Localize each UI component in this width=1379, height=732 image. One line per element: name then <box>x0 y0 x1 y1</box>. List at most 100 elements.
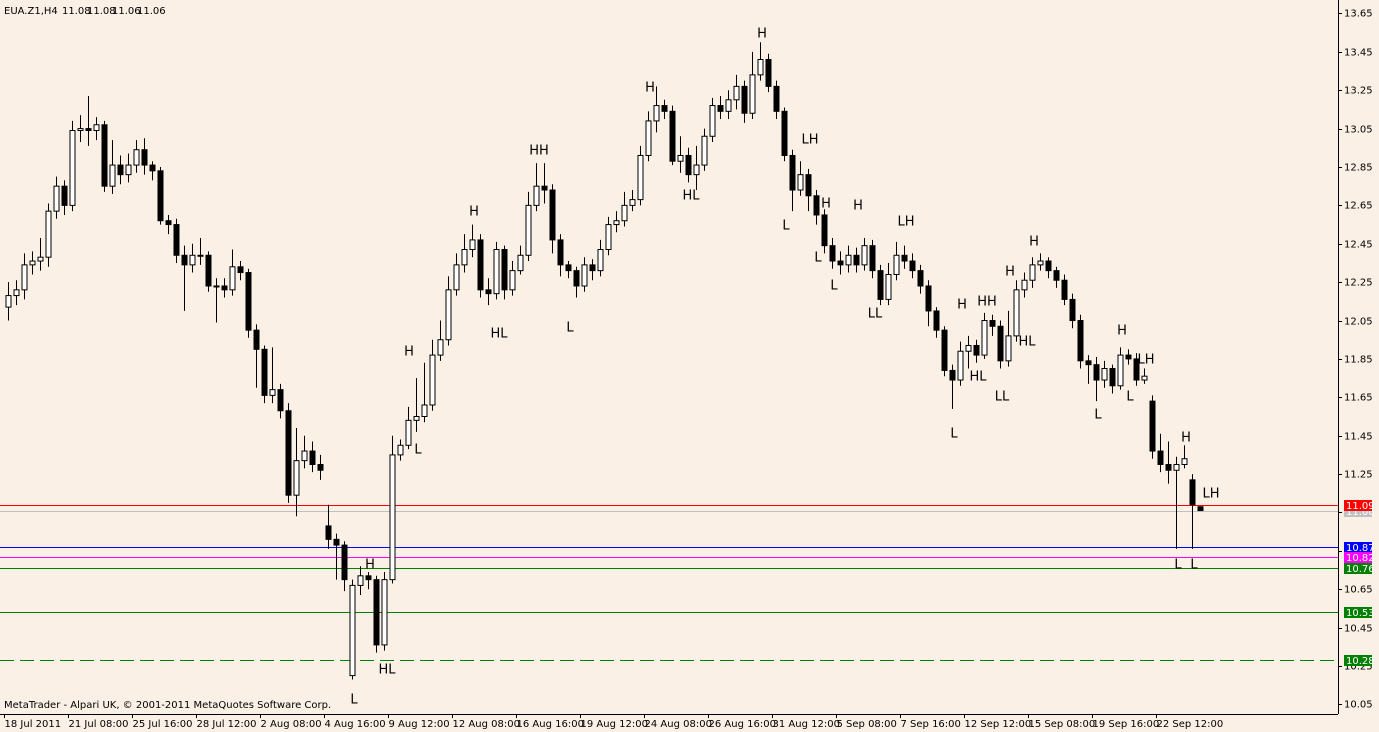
level-label-box <box>1344 542 1372 553</box>
candle-body <box>597 249 604 272</box>
level-label: 10.76 <box>1346 564 1375 575</box>
annotation: H <box>1005 265 1015 280</box>
candle-body <box>541 185 548 191</box>
candle-body <box>1093 364 1100 381</box>
x-tick-label: 12 Aug 08:00 <box>453 719 520 730</box>
x-tick-label: 15 Sep 08:00 <box>1029 719 1096 730</box>
candle-body <box>949 369 956 381</box>
annotation: H <box>1181 431 1191 446</box>
candle-body <box>797 174 804 191</box>
candle-body <box>1133 358 1140 381</box>
candle-body <box>509 270 516 291</box>
annotation: H <box>1029 235 1039 250</box>
x-tick-label: 31 Aug 12:00 <box>773 719 840 730</box>
candle-body <box>997 325 1004 362</box>
level-label: 10.87 <box>1346 543 1375 554</box>
candle-body <box>1189 479 1196 506</box>
candle-body <box>325 525 332 540</box>
level-label-box <box>1344 500 1372 511</box>
candle-body <box>37 256 44 262</box>
candle-body <box>293 460 300 496</box>
x-tick-label: 2 Aug 08:00 <box>261 719 322 730</box>
candle-body <box>717 105 724 112</box>
candle-body <box>1045 260 1052 272</box>
candle-body <box>269 389 276 396</box>
annotation: LH <box>801 133 818 148</box>
y-tick-label: 12.05 <box>1344 317 1373 328</box>
annotation: H <box>853 199 863 214</box>
candle-body <box>309 450 316 465</box>
y-tick-label: 12.25 <box>1344 278 1373 289</box>
candle-body <box>789 154 796 191</box>
candle-body <box>5 295 12 308</box>
candle-body <box>373 579 380 646</box>
level-label-box <box>1344 655 1372 666</box>
candle-body <box>405 419 412 446</box>
candle-body <box>445 289 452 341</box>
annotation: HL <box>378 663 396 678</box>
y-tick-label: 11.65 <box>1344 393 1373 404</box>
candle-body <box>1069 298 1076 322</box>
candle-body <box>901 254 908 262</box>
y-tick-label: 13.25 <box>1344 86 1373 97</box>
candle-body <box>605 224 612 251</box>
x-tick-label: 5 Sep 08:00 <box>837 719 897 730</box>
y-tick-label: 11.45 <box>1344 432 1373 443</box>
x-tick-label: 9 Aug 12:00 <box>389 719 450 730</box>
x-tick-label: 19 Sep 16:00 <box>1093 719 1160 730</box>
candle-body <box>837 260 844 266</box>
level-label-box <box>1344 607 1372 618</box>
candle-body <box>1085 360 1092 366</box>
annotation: L <box>950 427 958 442</box>
annotation: H <box>645 81 655 96</box>
candle-body <box>149 164 156 172</box>
candle-body <box>61 185 68 206</box>
annotation: H <box>404 345 414 360</box>
last-low: 11.06 <box>112 6 141 17</box>
annotation: HL <box>490 327 508 342</box>
candle-body <box>1013 289 1020 337</box>
candle-body <box>1125 354 1132 360</box>
candle-body <box>581 264 588 287</box>
candle-body <box>981 320 988 356</box>
candle-body <box>741 85 748 114</box>
candle-body <box>693 164 700 176</box>
candle-body <box>941 329 948 371</box>
candle-body <box>845 254 852 266</box>
annotation: H <box>821 197 831 212</box>
symbol: EUA.Z1,H4 <box>4 6 58 17</box>
x-tick-label: 12 Sep 12:00 <box>965 719 1032 730</box>
candle-body <box>885 273 892 300</box>
candle-body <box>685 154 692 176</box>
candle-body <box>93 124 100 132</box>
candle-body <box>773 85 780 112</box>
footer: MetaTrader - Alpari UK, © 2001-2011 Meta… <box>4 700 331 711</box>
candle-body <box>365 575 372 581</box>
candle-body <box>1117 354 1124 387</box>
annotation: HH <box>529 144 549 159</box>
candle-body <box>237 266 244 274</box>
candle-body <box>341 544 348 581</box>
level-label: 10.53 <box>1346 608 1375 619</box>
x-tick-label: 25 Jul 16:00 <box>133 719 193 730</box>
annotation: HL <box>1018 335 1036 350</box>
x-tick-label: 4 Aug 16:00 <box>325 719 386 730</box>
annotation: H <box>1117 324 1127 339</box>
candle-body <box>21 264 28 291</box>
y-tick-label: 12.45 <box>1344 240 1373 251</box>
candle-body <box>933 310 940 331</box>
candle-body <box>589 264 596 272</box>
candle-body <box>197 254 204 257</box>
candle-body <box>733 85 740 101</box>
candle-body <box>1029 264 1036 281</box>
candle-body <box>645 120 652 156</box>
x-tick-label: 24 Aug 08:00 <box>645 719 712 730</box>
annotation: H <box>757 27 767 42</box>
y-tick-label: 11.25 <box>1344 470 1373 481</box>
candle-body <box>165 220 172 226</box>
candle-body <box>725 99 732 112</box>
level-label: 10.82 <box>1346 553 1375 564</box>
candle-body <box>1037 260 1044 266</box>
annotation: L <box>1190 558 1198 573</box>
